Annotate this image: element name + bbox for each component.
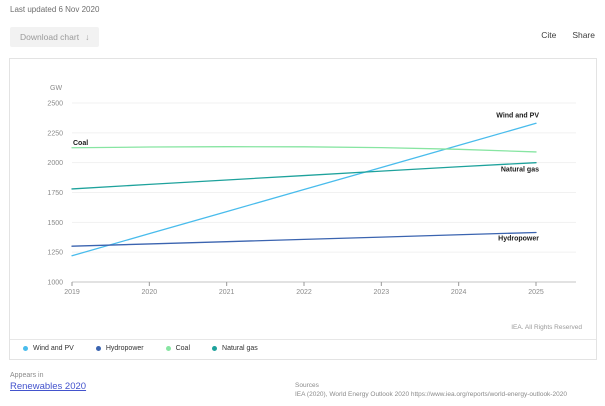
x-axis-tick-label: 2022	[296, 289, 312, 296]
x-axis-tick-label: 2025	[528, 289, 544, 296]
y-axis-tick-label: 1250	[47, 250, 63, 257]
cite-button[interactable]: Cite	[541, 30, 557, 40]
series-label-coal: Coal	[73, 140, 88, 147]
y-axis-tick-label: 2250	[47, 130, 63, 137]
legend-item-coal[interactable]: Coal	[165, 345, 191, 352]
series-label-wind-and-pv: Wind and PV	[496, 112, 539, 119]
legend-label-coal: Coal	[175, 345, 191, 352]
y-axis-unit-label: GW	[50, 85, 62, 92]
chart-legend: Wind and PV Hydropower Coal Natural gas	[23, 345, 258, 352]
y-axis-tick-label: 2000	[47, 160, 63, 167]
series-label-hydropower: Hydropower	[498, 235, 539, 242]
line-chart: GW 1000 1250 1500 1750 2000 2250 2500 2019 2020 20…	[47, 85, 576, 296]
topbar-actions: Cite Share	[541, 30, 595, 40]
legend-item-hydropower[interactable]: Hydropower	[95, 345, 144, 352]
sources-label: Sources	[295, 382, 319, 389]
series-line-coal	[71, 146, 537, 153]
y-axis-tick-label: 1500	[47, 220, 63, 227]
legend-divider	[10, 339, 596, 340]
x-axis-tick-label: 2021	[219, 289, 235, 296]
download-arrow-icon: ↓	[85, 32, 90, 42]
legend-label-hydropower: Hydropower	[105, 345, 144, 352]
x-axis-tick-label: 2019	[64, 289, 80, 296]
rights-text: IEA. All Rights Reserved	[511, 324, 582, 331]
download-chart-button[interactable]: Download chart ↓	[10, 27, 100, 47]
legend-dot-coal	[165, 346, 171, 351]
appears-in-link[interactable]: Renewables 2020	[10, 381, 87, 392]
legend-dot-natural-gas	[212, 346, 218, 351]
chart-card: GW 1000 1250 1500 1750 2000 2250 2500 2019 2020 20…	[9, 58, 597, 360]
y-axis-tick-label: 1000	[47, 280, 63, 287]
sources-text: IEA (2020), World Energy Outlook 2020 ht…	[295, 391, 567, 398]
x-axis-tick-label: 2023	[374, 289, 390, 296]
series-line-hydropower	[71, 231, 537, 247]
share-button[interactable]: Share	[572, 30, 595, 40]
legend-dot-wind-and-pv	[23, 346, 28, 351]
legend-item-natural-gas[interactable]: Natural gas	[212, 345, 258, 352]
x-axis-tick-label: 2020	[142, 289, 158, 296]
y-axis-tick-label: 1750	[47, 190, 63, 197]
last-updated-text: Last updated 6 Nov 2020	[10, 5, 100, 14]
legend-label-natural-gas: Natural gas	[222, 345, 258, 352]
download-chart-label: Download chart	[20, 32, 80, 42]
appears-in-label: Appears in	[10, 372, 44, 379]
legend-label-wind-and-pv: Wind and PV	[33, 345, 74, 352]
y-axis-tick-label: 2500	[47, 101, 63, 108]
legend-dot-hydropower	[95, 346, 101, 351]
legend-item-wind-and-pv[interactable]: Wind and PV	[23, 345, 74, 352]
series-label-natural-gas: Natural gas	[501, 167, 539, 174]
series-line-wind-and-pv	[71, 122, 537, 257]
x-axis-tick-label: 2024	[451, 289, 467, 296]
series-line-natural-gas	[71, 162, 537, 190]
